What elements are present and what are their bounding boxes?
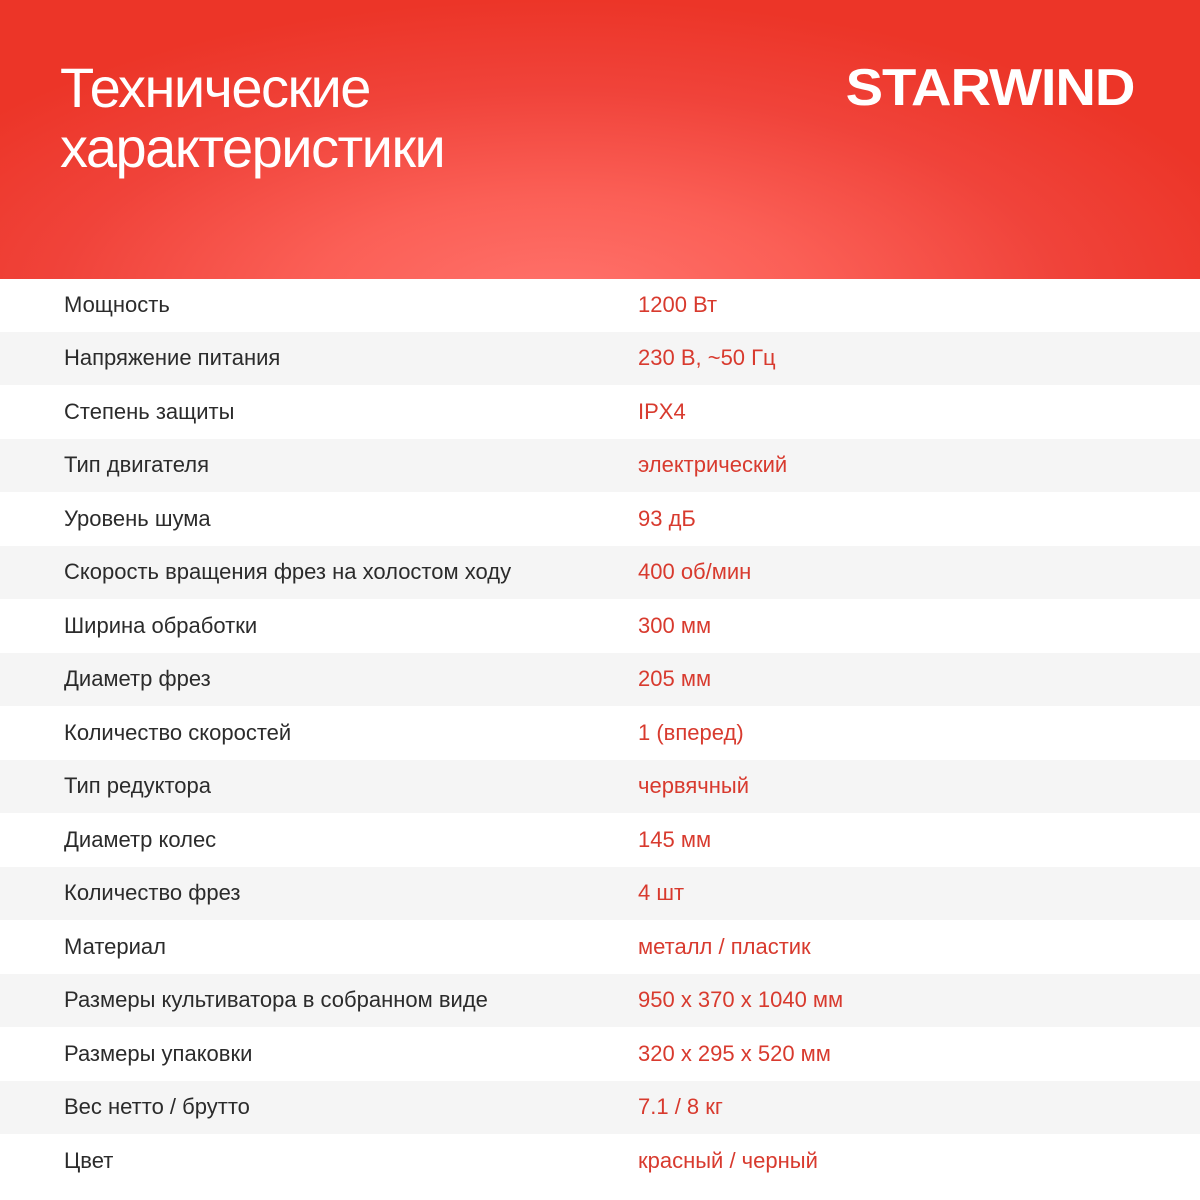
spec-table: Мощность 1200 Вт Напряжение питания 230 В, …: [0, 278, 1200, 1188]
spec-row: Тип двигателя электрический: [0, 438, 1200, 492]
spec-row: Мощность 1200 Вт: [0, 278, 1200, 332]
spec-label: Напряжение питания: [64, 345, 281, 371]
spec-label: Степень защиты: [64, 398, 235, 424]
spec-value: электрический: [638, 452, 788, 478]
spec-label: Тип двигателя: [64, 452, 209, 478]
spec-value: 400 об/мин: [638, 559, 752, 585]
spec-row: Количество скоростей 1 (вперед): [0, 706, 1200, 760]
spec-value: 7.1 / 8 кг: [638, 1094, 723, 1120]
spec-value: 320 x 295 x 520 мм: [638, 1040, 831, 1066]
spec-row: Степень защиты IPX4: [0, 385, 1200, 439]
spec-label: Мощность: [64, 291, 170, 317]
spec-row: Скорость вращения фрез на холостом ходу 4…: [0, 545, 1200, 599]
title-line-1: Технические: [60, 56, 371, 119]
spec-row: Тип редуктора червячный: [0, 759, 1200, 813]
spec-label: Тип редуктора: [64, 773, 212, 799]
spec-label: Размеры упаковки: [64, 1040, 253, 1066]
spec-label: Вес нетто / брутто: [64, 1094, 250, 1120]
title-line-2: характеристики: [60, 116, 446, 179]
spec-value: 950 x 370 x 1040 мм: [638, 987, 844, 1013]
spec-label: Размеры культиватора в собранном виде: [64, 987, 488, 1013]
spec-row: Диаметр колес 145 мм: [0, 813, 1200, 867]
spec-label: Уровень шума: [64, 505, 211, 531]
spec-value: червячный: [638, 773, 749, 799]
spec-value: металл / пластик: [638, 933, 811, 959]
spec-label: Материал: [64, 933, 166, 959]
spec-row: Размеры упаковки 320 x 295 x 520 мм: [0, 1027, 1200, 1081]
spec-row: Количество фрез 4 шт: [0, 866, 1200, 920]
spec-row: Размеры культиватора в собранном виде 950…: [0, 973, 1200, 1027]
spec-row: Вес нетто / брутто 7.1 / 8 кг: [0, 1080, 1200, 1134]
spec-label: Скорость вращения фрез на холостом ходу: [64, 559, 512, 585]
spec-row: Напряжение питания 230 В, ~50 Гц: [0, 331, 1200, 385]
spec-label: Количество фрез: [64, 880, 241, 906]
spec-row: Диаметр фрез 205 мм: [0, 652, 1200, 706]
spec-label: Количество скоростей: [64, 719, 292, 745]
spec-value: красный / черный: [638, 1147, 818, 1173]
spec-label: Ширина обработки: [64, 612, 258, 638]
spec-value: 205 мм: [638, 666, 712, 692]
spec-value: 300 мм: [638, 612, 712, 638]
spec-row: Уровень шума 93 дБ: [0, 492, 1200, 546]
spec-value: 230 В, ~50 Гц: [638, 345, 776, 371]
spec-value: 145 мм: [638, 826, 712, 852]
spec-value: 4 шт: [638, 880, 685, 906]
spec-row: Материал металл / пластик: [0, 920, 1200, 974]
spec-value: 93 дБ: [638, 505, 696, 531]
spec-label: Диаметр фрез: [64, 666, 211, 692]
spec-value: IPX4: [638, 398, 686, 424]
spec-row: Ширина обработки 300 мм: [0, 599, 1200, 653]
spec-value: 1 (вперед): [638, 719, 744, 745]
spec-value: 1200 Вт: [638, 291, 718, 317]
spec-label: Диаметр колес: [64, 826, 217, 852]
page-title: Технические характеристики: [60, 56, 446, 179]
header-banner: Технические характеристики STARWIND: [0, 0, 1200, 279]
spec-row: Цвет красный / черный: [0, 1134, 1200, 1188]
spec-label: Цвет: [64, 1147, 114, 1173]
brand-logo: STARWIND: [845, 59, 1135, 117]
